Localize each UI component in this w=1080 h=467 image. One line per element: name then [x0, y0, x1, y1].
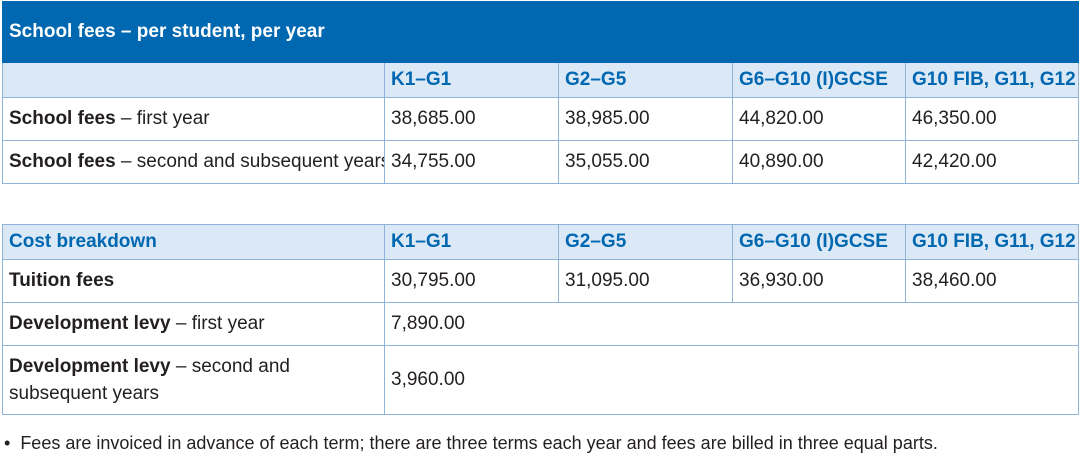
- fee-value: 3,960.00: [384, 345, 1079, 415]
- row-label-bold: School fees: [9, 151, 116, 172]
- fee-value: 34,755.00: [384, 140, 559, 184]
- fee-value: 40,890.00: [732, 140, 906, 184]
- row-label-rest: – second and subsequent years: [9, 356, 290, 404]
- fee-value: 36,930.00: [732, 259, 906, 303]
- table-row: Development levy – second and subsequent…: [2, 345, 1079, 415]
- header-g2-g5: G2–G5: [558, 224, 733, 260]
- header-g2-g5: G2–G5: [558, 62, 733, 98]
- table-row: School fees – second and subsequent year…: [2, 140, 1080, 184]
- school-fees-table: School fees – per student, per year K1–G…: [1, 1, 1080, 184]
- table-row: Tuition fees 30,795.00 31,095.00 36,930.…: [2, 259, 1079, 303]
- cost-breakdown-table: Cost breakdown K1–G1 G2–G5 G6–G10 (I)GCS…: [2, 224, 1079, 415]
- fee-value: 44,820.00: [732, 97, 906, 141]
- row-label-bold: School fees: [9, 108, 116, 129]
- tuition-label: Tuition fees: [9, 270, 115, 291]
- cost-breakdown-title: Cost breakdown: [2, 224, 385, 260]
- fee-value: 42,420.00: [904, 140, 1080, 184]
- bullet-icon: •: [4, 433, 11, 453]
- cost-breakdown-header-row: Cost breakdown K1–G1 G2–G5 G6–G10 (I)GCS…: [2, 224, 1079, 260]
- row-label: Tuition fees: [2, 259, 385, 303]
- table-row: School fees – first year 38,685.00 38,98…: [2, 97, 1080, 141]
- header-g10-g12: G10 FIB, G11, G12: [905, 224, 1079, 260]
- footnote: • Fees are invoiced in advance of each te…: [4, 433, 938, 454]
- header-g6-g10: G6–G10 (I)GCSE: [732, 224, 906, 260]
- row-label: School fees – first year: [2, 97, 385, 141]
- header-g6-g10: G6–G10 (I)GCSE: [732, 62, 906, 98]
- header-blank: [2, 62, 385, 98]
- row-label: Development levy – first year: [2, 302, 385, 346]
- fee-value: 30,795.00: [384, 259, 559, 303]
- fee-value: 38,985.00: [558, 97, 733, 141]
- row-label: Development levy – second and subsequent…: [2, 345, 385, 415]
- row-label-bold: Development levy: [9, 356, 171, 377]
- header-k1-g1: K1–G1: [384, 224, 559, 260]
- row-label: School fees – second and subsequent year…: [2, 140, 385, 184]
- row-label-rest: – second and subsequent years: [115, 151, 385, 172]
- row-label-rest: – first year: [170, 313, 265, 334]
- header-g10-g12: G10 FIB, G11, G12: [904, 62, 1080, 98]
- school-fees-header-row: K1–G1 G2–G5 G6–G10 (I)GCSE G10 FIB, G11,…: [2, 62, 1080, 98]
- fee-value: 38,460.00: [905, 259, 1079, 303]
- fee-value: 46,350.00: [904, 97, 1080, 141]
- fee-value: 38,685.00: [384, 97, 559, 141]
- footnote-text: Fees are invoiced in advance of each ter…: [20, 433, 938, 453]
- school-fees-title: School fees – per student, per year: [1, 1, 1080, 63]
- row-label-rest: – first year: [115, 108, 210, 129]
- table-row: Development levy – first year 7,890.00: [2, 302, 1079, 346]
- row-label-bold: Development levy: [9, 313, 171, 334]
- header-k1-g1: K1–G1: [384, 62, 559, 98]
- fee-value: 7,890.00: [384, 302, 1079, 346]
- fee-value: 31,095.00: [558, 259, 733, 303]
- fee-value: 35,055.00: [558, 140, 733, 184]
